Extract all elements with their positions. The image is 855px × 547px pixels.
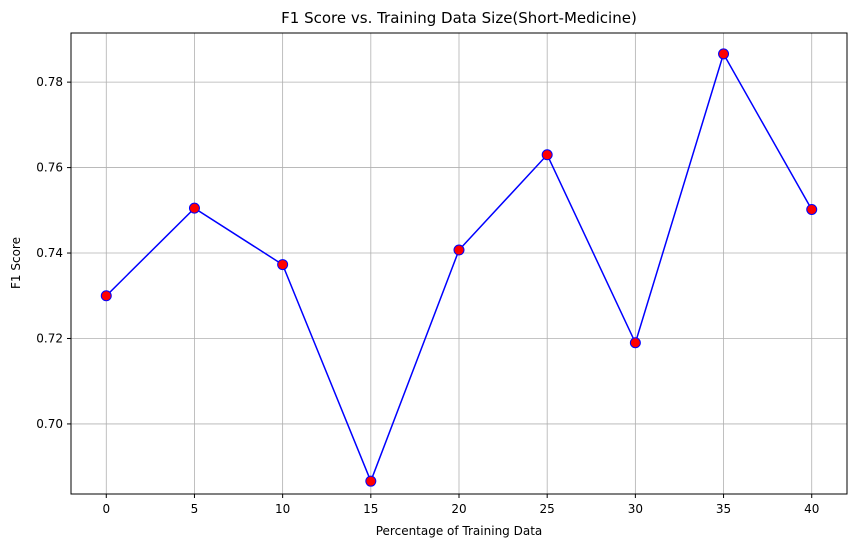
x-tick-label: 5	[191, 502, 199, 516]
y-axis-ticks: 0.70 0.72 0.74 0.76 0.78	[36, 75, 71, 431]
data-point	[453, 244, 465, 256]
data-point	[718, 48, 730, 60]
data-point	[277, 259, 289, 271]
x-tick-label: 35	[716, 502, 731, 516]
data-point	[100, 290, 112, 302]
data-point	[188, 202, 200, 214]
x-tick-label: 15	[363, 502, 378, 516]
data-point	[365, 475, 377, 487]
x-tick-label: 40	[804, 502, 819, 516]
x-tick-label: 30	[628, 502, 643, 516]
plot-frame	[70, 32, 848, 495]
x-tick-label: 0	[102, 502, 110, 516]
x-axis-label: Percentage of Training Data	[376, 524, 543, 538]
y-tick-label: 0.76	[36, 161, 63, 175]
y-axis-label: F1 Score	[9, 237, 23, 289]
x-tick-label: 25	[540, 502, 555, 516]
series-f1-score	[100, 48, 818, 487]
grid	[71, 33, 847, 494]
data-point	[541, 149, 553, 161]
data-point	[806, 203, 818, 215]
y-tick-label: 0.74	[36, 246, 63, 260]
x-axis-ticks: 0 5 10 15 20 25 30 35 40	[102, 494, 819, 516]
y-tick-label: 0.70	[36, 417, 63, 431]
x-tick-label: 10	[275, 502, 290, 516]
y-tick-label: 0.72	[36, 331, 63, 345]
chart-title: F1 Score vs. Training Data Size(Short-Me…	[281, 9, 637, 27]
x-tick-label: 20	[451, 502, 466, 516]
data-point	[629, 337, 641, 349]
y-tick-label: 0.78	[36, 75, 63, 89]
